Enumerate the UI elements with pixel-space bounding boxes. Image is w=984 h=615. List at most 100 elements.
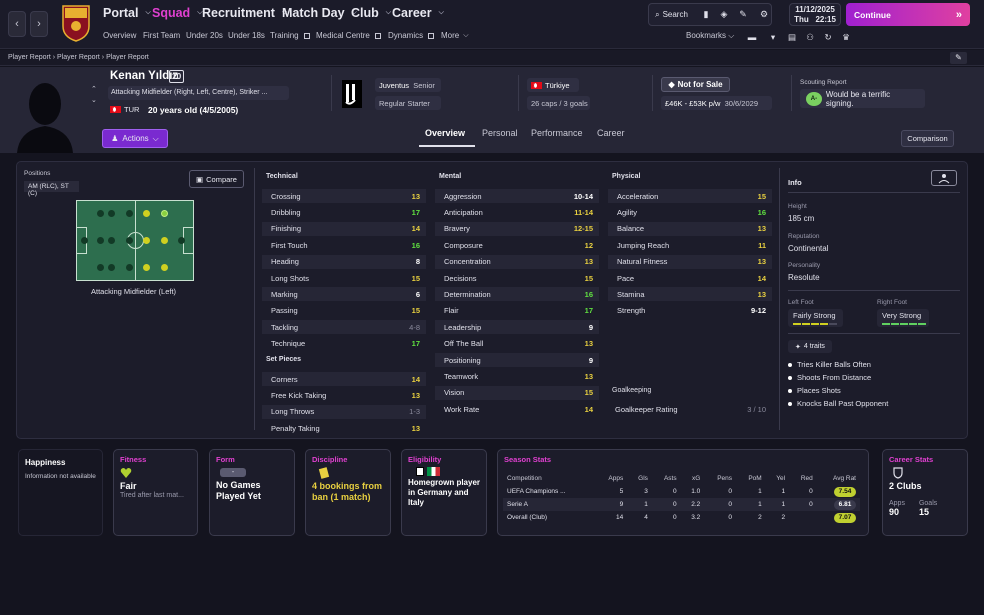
- career-stats-card[interactable]: Career Stats 2 Clubs Apps 90 Goals 15: [882, 449, 968, 536]
- people-icon[interactable]: ⚇: [806, 31, 814, 42]
- breadcrumb-item[interactable]: Player Report: [57, 54, 100, 61]
- attribute-row[interactable]: Crossing 13: [262, 189, 426, 203]
- attribute-row[interactable]: Vision 15: [435, 385, 599, 400]
- attribute-row[interactable]: Leadership 9: [435, 320, 599, 335]
- column-header[interactable]: Yel: [776, 475, 786, 482]
- table-row[interactable]: Overall (Club) 14 4 0 3.2 0 2 2 7.07: [503, 511, 860, 524]
- subnav-more[interactable]: More ⌵: [441, 31, 469, 40]
- edit-icon[interactable]: ✎: [950, 52, 967, 64]
- bookmarks-menu[interactable]: Bookmarks ⌵: [686, 31, 735, 40]
- attribute-row[interactable]: Jumping Reach 11: [608, 238, 772, 252]
- continue-button[interactable]: Continue»: [846, 3, 970, 26]
- attribute-row[interactable]: Natural Fitness 13: [608, 254, 772, 269]
- attribute-row[interactable]: Heading 8: [262, 254, 426, 269]
- attribute-row[interactable]: Long Shots 15: [262, 271, 426, 285]
- search-button[interactable]: ⌕ Search: [655, 9, 688, 20]
- attribute-row[interactable]: Agility 16: [608, 205, 772, 219]
- column-header[interactable]: Avg Rat: [832, 475, 856, 482]
- clipboard-icon[interactable]: ▤: [787, 31, 797, 42]
- tab-career[interactable]: Career: [597, 128, 625, 138]
- transfer-status[interactable]: ◆ Not for Sale: [661, 77, 730, 92]
- scouting-report[interactable]: A- Would be a terrific signing.: [800, 89, 925, 108]
- attribute-row[interactable]: Determination 16: [435, 287, 599, 302]
- subnav-first-team[interactable]: First Team: [143, 31, 181, 40]
- traits-button[interactable]: ✦ 4 traits: [788, 340, 832, 353]
- column-header[interactable]: Pens: [717, 475, 733, 482]
- attribute-row[interactable]: Bravery 12-15: [435, 221, 599, 236]
- attribute-row[interactable]: First Touch 16: [262, 238, 426, 252]
- discipline-card[interactable]: Discipline 4 bookings from ban (1 match): [305, 449, 391, 536]
- table-row[interactable]: UEFA Champions ... 5 3 0 1.0 0 1 1 0 7.54: [503, 485, 860, 498]
- bookmark-icon[interactable]: ▮: [703, 9, 709, 19]
- club-pill[interactable]: Juventus Senior: [375, 78, 441, 92]
- attribute-row[interactable]: Balance 13: [608, 221, 772, 236]
- fitness-card[interactable]: Fitness Fair Tired after last mat...: [113, 449, 198, 536]
- column-header[interactable]: Competition: [507, 475, 542, 482]
- nav-match-day[interactable]: Match Day ⌵: [282, 6, 357, 20]
- subnav-dynamics[interactable]: Dynamics: [388, 31, 435, 40]
- subnav-overview[interactable]: Overview: [103, 31, 137, 40]
- subnav-medical-centre[interactable]: Medical Centre: [316, 31, 381, 40]
- club-crest-icon[interactable]: [61, 4, 91, 42]
- season-stats-card[interactable]: Season Stats: [497, 449, 869, 536]
- chat-icon[interactable]: ▬: [747, 32, 757, 42]
- info-toggle-button[interactable]: [931, 170, 957, 186]
- compare-button[interactable]: ▣ Compare: [189, 170, 244, 188]
- happiness-card[interactable]: Happiness Information not available: [18, 449, 103, 536]
- attribute-row[interactable]: Technique 17: [262, 337, 426, 351]
- table-row[interactable]: Serie A 9 1 0 2.2 0 1 1 0 6.81: [503, 498, 860, 511]
- attribute-row[interactable]: Dribbling 17: [262, 205, 426, 219]
- column-header[interactable]: Gls: [638, 475, 648, 482]
- form-card[interactable]: Form - No Games Played Yet: [209, 449, 295, 536]
- attribute-row[interactable]: Composure 12: [435, 238, 599, 252]
- column-header[interactable]: Asts: [663, 475, 677, 482]
- game-date[interactable]: 11/12/2025 Thu 22:15: [789, 3, 841, 26]
- shirt-icon[interactable]: ▾: [770, 31, 776, 42]
- column-header[interactable]: xG: [691, 475, 701, 482]
- tab-overview[interactable]: Overview: [425, 128, 466, 138]
- shield-icon[interactable]: ◈: [720, 9, 728, 19]
- attribute-row[interactable]: Flair 17: [435, 304, 599, 318]
- attribute-row[interactable]: Finishing 14: [262, 221, 426, 236]
- nation-pill[interactable]: Türkiye: [527, 78, 579, 92]
- column-header[interactable]: Apps: [608, 475, 624, 482]
- attribute-row[interactable]: Passing 15: [262, 304, 426, 318]
- attribute-row[interactable]: Positioning 9: [435, 353, 599, 367]
- tab-performance[interactable]: Performance: [531, 128, 583, 138]
- trophy-icon[interactable]: ♛: [842, 31, 850, 42]
- player-nav-arrows[interactable]: ⌃ ⌄: [91, 84, 97, 106]
- attribute-row[interactable]: Penalty Taking 13: [262, 421, 426, 435]
- subnav-under-20s[interactable]: Under 20s: [186, 31, 223, 40]
- attribute-row[interactable]: Anticipation 11-14: [435, 205, 599, 219]
- comparison-button[interactable]: Comparison: [901, 130, 954, 147]
- attribute-row[interactable]: Free Kick Taking 13: [262, 388, 426, 402]
- nav-club[interactable]: Club ⌵: [351, 6, 392, 20]
- attribute-row[interactable]: Long Throws 1-3: [262, 404, 426, 419]
- nav-portal[interactable]: Portal ⌵: [103, 6, 151, 20]
- attribute-row[interactable]: Strength 9-12: [608, 304, 772, 318]
- attribute-row[interactable]: Teamwork 13: [435, 369, 599, 383]
- nav-squad[interactable]: Squad ⌵: [152, 6, 203, 20]
- tab-personal[interactable]: Personal: [482, 128, 518, 138]
- attribute-row[interactable]: Concentration 13: [435, 254, 599, 269]
- refresh-icon[interactable]: ↻: [824, 31, 832, 42]
- juventus-logo-icon[interactable]: [342, 80, 362, 108]
- attribute-row[interactable]: Aggression 10-14: [435, 189, 599, 203]
- attribute-row[interactable]: Pace 14: [608, 271, 772, 285]
- forward-button[interactable]: ›: [30, 11, 48, 37]
- pen-icon[interactable]: ✎: [739, 9, 747, 19]
- attribute-row[interactable]: Work Rate 14: [435, 402, 599, 416]
- attribute-row[interactable]: Acceleration 15: [608, 189, 772, 203]
- eligibility-card[interactable]: Eligibility Homegrown player in Germany …: [401, 449, 487, 536]
- column-header[interactable]: PoM: [748, 475, 762, 482]
- nav-recruitment[interactable]: Recruitment ⌵: [202, 6, 288, 20]
- column-header[interactable]: Red: [800, 475, 813, 482]
- attribute-row[interactable]: Tackling 4-8: [262, 320, 426, 335]
- actions-button[interactable]: ♟ Actions ⌵: [102, 129, 168, 148]
- attribute-row[interactable]: Marking 6: [262, 287, 426, 302]
- nav-career[interactable]: Career ⌵: [392, 6, 444, 20]
- attribute-row[interactable]: Corners 14: [262, 372, 426, 386]
- attribute-row[interactable]: Off The Ball 13: [435, 337, 599, 351]
- attribute-row[interactable]: Decisions 15: [435, 271, 599, 285]
- subnav-training[interactable]: Training: [270, 31, 310, 40]
